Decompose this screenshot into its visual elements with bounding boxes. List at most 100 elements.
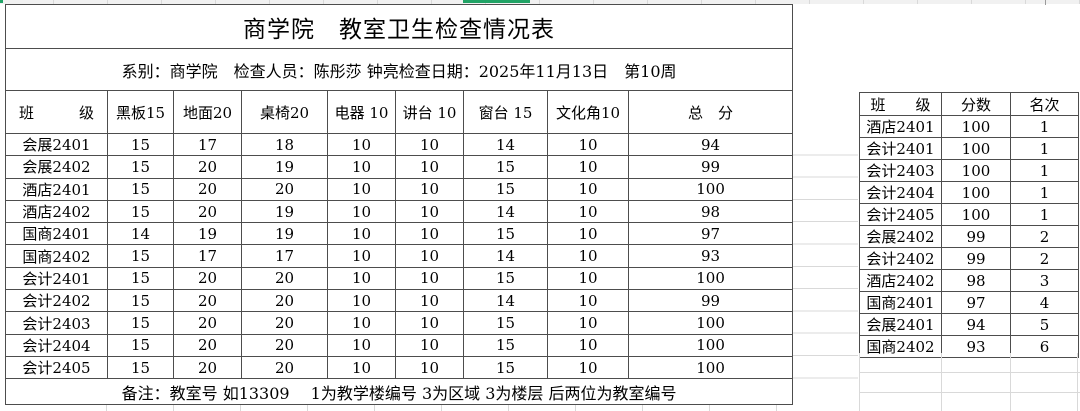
table-cell[interactable]: 19 bbox=[241, 222, 328, 246]
table-cell[interactable]: 14 bbox=[463, 244, 548, 268]
table-cell[interactable]: 10 bbox=[395, 155, 464, 179]
table-cell[interactable]: 10 bbox=[395, 132, 464, 157]
table-cell[interactable]: 10 bbox=[327, 355, 396, 380]
table-cell[interactable]: 1 bbox=[1010, 159, 1079, 182]
table-cell[interactable]: 15 bbox=[107, 311, 174, 335]
table-cell[interactable]: 会计2402 bbox=[5, 289, 108, 313]
table-cell[interactable]: 20 bbox=[173, 355, 242, 380]
table-cell[interactable]: 100 bbox=[941, 115, 1011, 138]
table-cell[interactable]: 15 bbox=[107, 177, 174, 201]
table-cell[interactable]: 2 bbox=[1010, 247, 1079, 270]
table-cell[interactable]: 20 bbox=[173, 155, 242, 179]
table-cell[interactable]: 19 bbox=[241, 199, 328, 224]
column-header-cell[interactable]: 分数 bbox=[941, 92, 1011, 116]
table-cell[interactable]: 10 bbox=[327, 244, 396, 268]
table-cell[interactable]: 100 bbox=[627, 266, 794, 291]
table-cell[interactable]: 10 bbox=[327, 199, 396, 224]
column-header-cell[interactable]: 黑板15 bbox=[107, 90, 174, 134]
table-cell[interactable]: 会计2403 bbox=[859, 159, 942, 182]
table-cell[interactable]: 100 bbox=[627, 333, 794, 357]
table-cell[interactable]: 100 bbox=[627, 177, 794, 201]
table-cell[interactable]: 10 bbox=[547, 333, 629, 357]
table-cell[interactable]: 10 bbox=[547, 266, 629, 291]
table-cell[interactable]: 国商2402 bbox=[859, 335, 942, 358]
table-cell[interactable]: 1 bbox=[1010, 137, 1079, 160]
table-cell[interactable]: 17 bbox=[173, 132, 242, 157]
table-cell[interactable]: 10 bbox=[547, 132, 629, 157]
table-cell[interactable]: 20 bbox=[173, 266, 242, 291]
table-cell[interactable]: 酒店2402 bbox=[859, 269, 942, 292]
table-cell[interactable]: 10 bbox=[395, 222, 464, 246]
column-header-cell[interactable]: 班 级 bbox=[859, 92, 942, 116]
table-cell[interactable]: 20 bbox=[173, 311, 242, 335]
info-line[interactable]: 系别：商学院 检查人员：陈彤莎 钟亮检查日期：2025年11月13日 第10周 bbox=[4, 48, 794, 91]
table-cell[interactable]: 会展2402 bbox=[5, 155, 108, 179]
table-cell[interactable]: 19 bbox=[241, 155, 328, 179]
table-cell[interactable]: 15 bbox=[107, 289, 174, 313]
table-cell[interactable]: 10 bbox=[327, 132, 396, 157]
table-cell[interactable]: 10 bbox=[327, 177, 396, 201]
table-cell[interactable]: 93 bbox=[627, 244, 794, 268]
table-cell[interactable]: 10 bbox=[395, 289, 464, 313]
table-cell[interactable]: 99 bbox=[627, 289, 794, 313]
table-cell[interactable]: 会计2401 bbox=[5, 266, 108, 291]
column-header-cell[interactable]: 地面20 bbox=[173, 90, 242, 134]
table-cell[interactable]: 99 bbox=[941, 225, 1011, 248]
table-cell[interactable]: 10 bbox=[547, 199, 629, 224]
table-cell[interactable]: 会计2404 bbox=[859, 181, 942, 204]
table-cell[interactable]: 20 bbox=[241, 266, 328, 291]
table-cell[interactable]: 10 bbox=[547, 177, 629, 201]
table-cell[interactable]: 10 bbox=[547, 244, 629, 268]
table-cell[interactable]: 会计2405 bbox=[5, 355, 108, 380]
column-header-cell[interactable]: 班 级 bbox=[5, 90, 108, 134]
table-cell[interactable]: 15 bbox=[463, 177, 548, 201]
table-cell[interactable]: 国商2402 bbox=[5, 244, 108, 268]
table-cell[interactable]: 99 bbox=[627, 155, 794, 179]
table-cell[interactable]: 10 bbox=[547, 311, 629, 335]
table-cell[interactable]: 国商2401 bbox=[859, 291, 942, 314]
table-cell[interactable]: 10 bbox=[327, 266, 396, 291]
table-cell[interactable]: 会计2402 bbox=[859, 247, 942, 270]
table-cell[interactable]: 15 bbox=[463, 155, 548, 179]
table-cell[interactable]: 10 bbox=[547, 355, 629, 380]
table-cell[interactable]: 97 bbox=[627, 222, 794, 246]
column-header-cell[interactable]: 文化角10 bbox=[547, 90, 629, 134]
table-cell[interactable]: 15 bbox=[107, 266, 174, 291]
table-cell[interactable]: 98 bbox=[941, 269, 1011, 292]
table-cell[interactable]: 10 bbox=[395, 311, 464, 335]
table-cell[interactable]: 10 bbox=[547, 222, 629, 246]
table-cell[interactable]: 20 bbox=[241, 311, 328, 335]
table-cell[interactable]: 14 bbox=[107, 222, 174, 246]
table-cell[interactable]: 15 bbox=[463, 266, 548, 291]
table-cell[interactable]: 14 bbox=[463, 199, 548, 224]
table-cell[interactable]: 15 bbox=[107, 355, 174, 380]
table-cell[interactable]: 酒店2402 bbox=[5, 199, 108, 224]
table-cell[interactable]: 93 bbox=[941, 335, 1011, 358]
table-cell[interactable]: 18 bbox=[241, 132, 328, 157]
table-cell[interactable]: 酒店2401 bbox=[859, 115, 942, 138]
table-cell[interactable]: 会展2402 bbox=[859, 225, 942, 248]
table-cell[interactable]: 14 bbox=[463, 132, 548, 157]
table-cell[interactable]: 100 bbox=[941, 203, 1011, 226]
table-cell[interactable]: 20 bbox=[241, 355, 328, 380]
table-cell[interactable]: 1 bbox=[1010, 203, 1079, 226]
table-cell[interactable]: 10 bbox=[395, 177, 464, 201]
table-cell[interactable]: 99 bbox=[941, 247, 1011, 270]
table-cell[interactable]: 10 bbox=[547, 289, 629, 313]
table-cell[interactable]: 10 bbox=[327, 333, 396, 357]
column-header-cell[interactable]: 讲台 10 bbox=[395, 90, 464, 134]
table-cell[interactable]: 19 bbox=[173, 222, 242, 246]
table-cell[interactable]: 会展2401 bbox=[859, 313, 942, 336]
table-cell[interactable]: 94 bbox=[941, 313, 1011, 336]
table-cell[interactable]: 20 bbox=[241, 289, 328, 313]
table-cell[interactable]: 15 bbox=[463, 355, 548, 380]
table-cell[interactable]: 会计2403 bbox=[5, 311, 108, 335]
table-cell[interactable]: 15 bbox=[107, 333, 174, 357]
table-cell[interactable]: 98 bbox=[627, 199, 794, 224]
table-cell[interactable]: 4 bbox=[1010, 291, 1079, 314]
column-header-cell[interactable]: 名次 bbox=[1010, 92, 1079, 116]
table-cell[interactable]: 会计2401 bbox=[859, 137, 942, 160]
table-cell[interactable]: 17 bbox=[173, 244, 242, 268]
table-cell[interactable]: 100 bbox=[941, 137, 1011, 160]
column-header-cell[interactable]: 电器 10 bbox=[327, 90, 396, 134]
